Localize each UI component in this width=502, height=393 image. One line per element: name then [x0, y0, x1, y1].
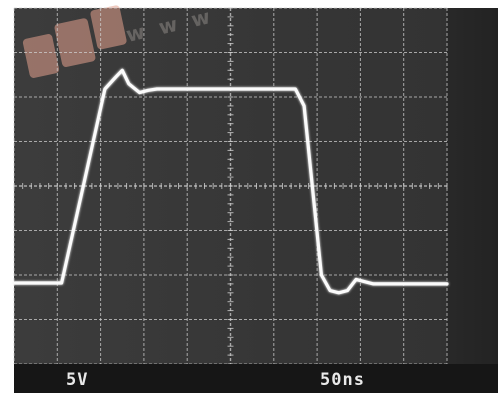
waveform [12, 68, 449, 295]
vertical-scale-label: 5V [66, 370, 88, 390]
time-scale-label: 50ns [320, 370, 365, 390]
right-edge-shadow [447, 8, 498, 393]
waveform-trace [12, 68, 449, 295]
watermark-logo [22, 5, 127, 78]
crt-display [14, 8, 498, 393]
scale-readout-bar: 5V 50ns [14, 364, 498, 393]
scale-bar-background [14, 364, 498, 393]
